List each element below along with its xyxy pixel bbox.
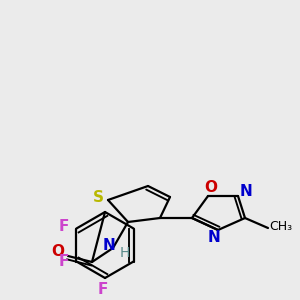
Text: H: H <box>120 246 130 260</box>
Text: F: F <box>58 254 69 269</box>
Text: N: N <box>240 184 252 199</box>
Text: CH₃: CH₃ <box>269 220 292 233</box>
Text: O: O <box>52 244 64 259</box>
Text: S: S <box>92 190 104 205</box>
Text: N: N <box>208 230 220 245</box>
Text: F: F <box>98 283 108 298</box>
Text: F: F <box>58 219 69 234</box>
Text: O: O <box>205 181 218 196</box>
Text: N: N <box>103 238 116 253</box>
